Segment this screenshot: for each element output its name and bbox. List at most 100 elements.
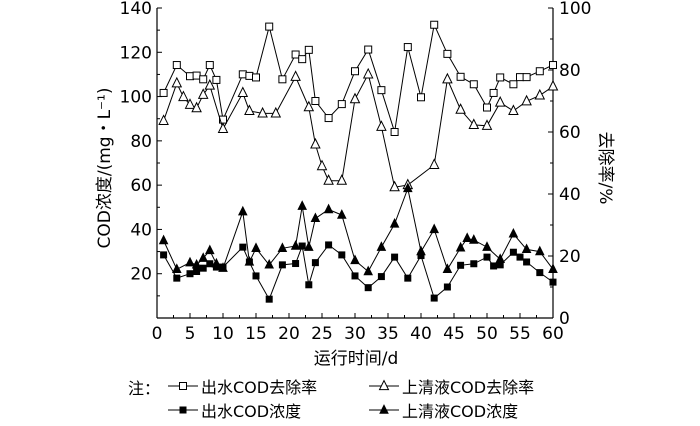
data-point: [197, 88, 209, 99]
legend-item: 出水COD浓度: [168, 402, 301, 421]
data-point: [457, 261, 465, 269]
data-point: [516, 253, 524, 261]
data-point: [311, 97, 320, 105]
y-left-tick-label: 140: [120, 0, 152, 19]
y-right-tick-label: 0: [559, 309, 570, 329]
data-point: [443, 49, 452, 58]
data-point: [362, 67, 374, 79]
data-point: [521, 94, 532, 106]
data-point: [509, 80, 518, 89]
legend-item: 上清液COD去除率: [369, 378, 534, 397]
x-tick-label: 50: [476, 324, 498, 344]
data-point: [298, 55, 307, 64]
y-right-tick-label: 20: [559, 247, 581, 267]
data-point: [376, 120, 387, 131]
data-point: [536, 269, 544, 277]
data-point: [305, 281, 313, 289]
y-left-tick-label: 60: [130, 176, 152, 196]
y-axis-left-label: COD浓度/(mg・L⁻¹): [95, 88, 115, 249]
data-point: [252, 272, 260, 280]
data-point: [404, 274, 412, 282]
data-point: [205, 61, 214, 70]
data-point: [364, 284, 372, 292]
data-point: [489, 88, 498, 97]
data-point: [191, 101, 202, 113]
data-point: [455, 103, 466, 114]
legend-label: 出水COD浓度: [201, 402, 301, 421]
data-point: [483, 103, 491, 112]
data-point: [508, 104, 519, 116]
x-tick-label: 10: [212, 324, 234, 344]
data-point: [534, 245, 545, 256]
data-point: [509, 248, 517, 256]
data-point: [377, 86, 386, 95]
legend-marker: [179, 382, 187, 390]
series-2: [158, 67, 559, 192]
data-point: [217, 122, 229, 133]
data-point: [186, 270, 194, 278]
data-point: [416, 245, 426, 256]
data-point: [204, 244, 215, 255]
x-tick-label: 20: [278, 324, 300, 344]
x-tick-label: 25: [311, 324, 333, 344]
data-point: [455, 241, 466, 252]
legend-label: 上清液COD浓度: [402, 402, 518, 421]
y-left-tick-label: 100: [120, 88, 152, 108]
data-point: [350, 254, 360, 265]
data-point: [548, 263, 558, 273]
data-point: [389, 180, 400, 192]
data-point: [376, 241, 387, 251]
data-point: [252, 73, 260, 82]
data-point: [218, 262, 228, 272]
data-point: [391, 253, 399, 261]
data-point: [211, 257, 222, 268]
data-point: [160, 251, 168, 259]
data-point: [442, 263, 453, 273]
data-point: [443, 283, 451, 291]
data-point: [516, 73, 524, 82]
data-point: [264, 258, 275, 269]
data-point: [193, 268, 201, 275]
legend-item: 出水COD去除率: [168, 378, 317, 397]
data-point: [549, 61, 557, 70]
data-point: [535, 67, 544, 76]
legend-label: 上清液COD去除率: [402, 378, 534, 397]
x-tick-label: 55: [509, 324, 531, 344]
data-point: [244, 104, 255, 116]
data-point: [303, 241, 314, 251]
data-point: [185, 256, 195, 267]
x-tick-label: 35: [377, 324, 399, 344]
data-point: [481, 119, 493, 130]
axes: [156, 8, 554, 319]
data-point: [192, 71, 201, 80]
data-point: [522, 73, 531, 82]
legend-marker: [378, 379, 390, 391]
data-point: [468, 118, 480, 129]
x-tick-label: 45: [443, 324, 465, 344]
series-line: [163, 186, 554, 273]
data-point: [482, 241, 492, 251]
data-point: [173, 274, 181, 282]
data-point: [495, 253, 506, 264]
y-left-tick-label: 40: [130, 220, 152, 240]
data-point: [429, 223, 440, 234]
data-point: [494, 96, 506, 107]
data-point: [303, 100, 315, 112]
data-point: [508, 227, 519, 238]
data-point: [336, 174, 348, 185]
data-point: [310, 137, 321, 149]
data-point: [310, 212, 321, 223]
data-point: [251, 242, 261, 252]
series-line: [163, 244, 554, 301]
series-layer: [158, 20, 559, 303]
x-tick-label: 60: [542, 324, 564, 344]
data-point: [265, 22, 274, 31]
y-left-tick-label: 20: [130, 265, 152, 285]
legend-prefix: 注：: [128, 379, 160, 398]
data-point: [184, 98, 196, 109]
data-point: [470, 260, 478, 268]
data-point: [417, 93, 425, 102]
data-point: [325, 241, 333, 249]
